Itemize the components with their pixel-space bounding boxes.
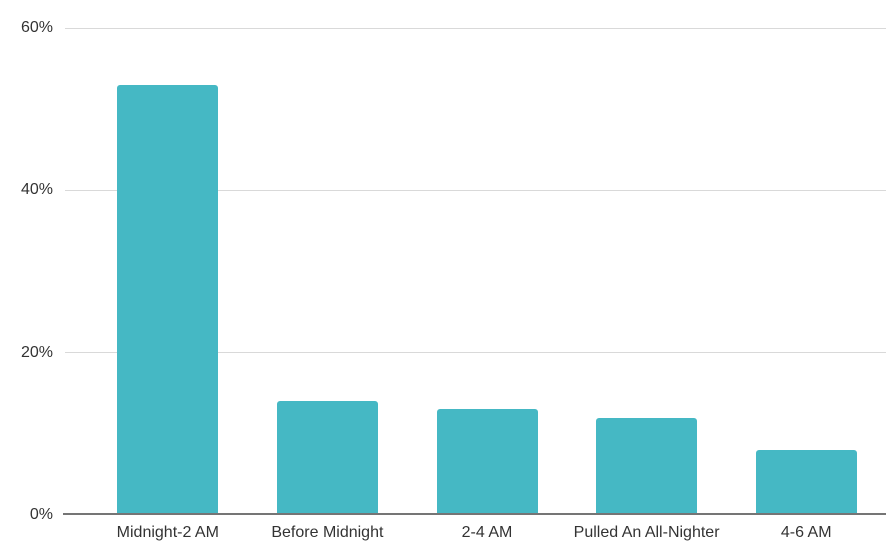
gridline — [65, 27, 886, 29]
x-axis-category-label: 4-6 AM — [780, 524, 832, 541]
bar — [276, 401, 378, 515]
x-axis-line — [63, 513, 886, 515]
y-axis-tick-label: 20% — [20, 343, 53, 361]
x-axis-category-label: Midnight-2 AM — [116, 524, 219, 541]
gridline — [65, 352, 886, 354]
bar — [117, 84, 219, 515]
bar — [755, 450, 857, 515]
bar — [596, 417, 698, 515]
y-axis-tick-label: 60% — [20, 19, 53, 36]
gridline — [65, 189, 886, 191]
x-axis-category-label: Pulled An All-Nighter — [573, 524, 720, 541]
bar — [436, 409, 538, 515]
y-axis-tick-label: 0% — [29, 506, 53, 523]
y-axis-tick-label: 40% — [20, 181, 53, 199]
x-axis-category-label: 2-4 AM — [461, 524, 513, 541]
x-axis-category-label: Before Midnight — [271, 524, 384, 541]
